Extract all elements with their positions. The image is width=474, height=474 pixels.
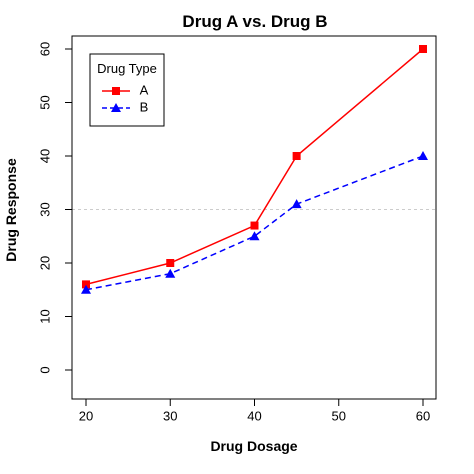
data-point-a (166, 259, 175, 267)
legend-marker-b (111, 103, 121, 112)
legend: Drug Type AB (89, 53, 165, 127)
chart-title: Drug A vs. Drug B (182, 12, 327, 31)
series-layer (81, 45, 428, 294)
y-tick-label: 20 (37, 256, 52, 270)
y-tick-label: 60 (37, 42, 52, 56)
legend-title: Drug Type (97, 61, 157, 76)
y-axis-label: Drug Response (3, 158, 19, 262)
data-point-a (250, 221, 259, 230)
x-tick-label: 50 (332, 408, 346, 423)
y-tick-label: 30 (37, 202, 52, 216)
y-tick-label: 40 (37, 149, 52, 163)
series-a (82, 45, 427, 289)
data-point-a (419, 45, 427, 53)
data-point-b (418, 151, 428, 160)
legend-box (89, 53, 165, 127)
y-tick-label: 50 (37, 95, 52, 109)
x-tick-label: 40 (247, 408, 261, 423)
x-axis: 20 30 40 50 60 (79, 398, 430, 423)
data-point-b (291, 199, 302, 209)
data-point-b (165, 268, 176, 278)
legend-marker-a (112, 87, 120, 95)
y-axis: 0 10 20 30 40 50 60 (37, 42, 73, 374)
legend-items: AB (102, 82, 149, 114)
data-point-b (249, 231, 260, 241)
x-axis-label: Drug Dosage (210, 438, 297, 454)
legend-label-a: A (140, 82, 149, 97)
legend-label-b: B (140, 99, 149, 114)
data-point-a (292, 152, 301, 160)
x-tick-label: 60 (416, 408, 430, 423)
y-tick-label: 10 (37, 309, 52, 323)
y-tick-label: 0 (37, 366, 52, 373)
x-tick-label: 20 (79, 408, 93, 423)
data-point-b (81, 284, 91, 294)
series-b (81, 151, 428, 294)
data-point-a (82, 280, 90, 289)
x-tick-label: 30 (163, 408, 177, 423)
